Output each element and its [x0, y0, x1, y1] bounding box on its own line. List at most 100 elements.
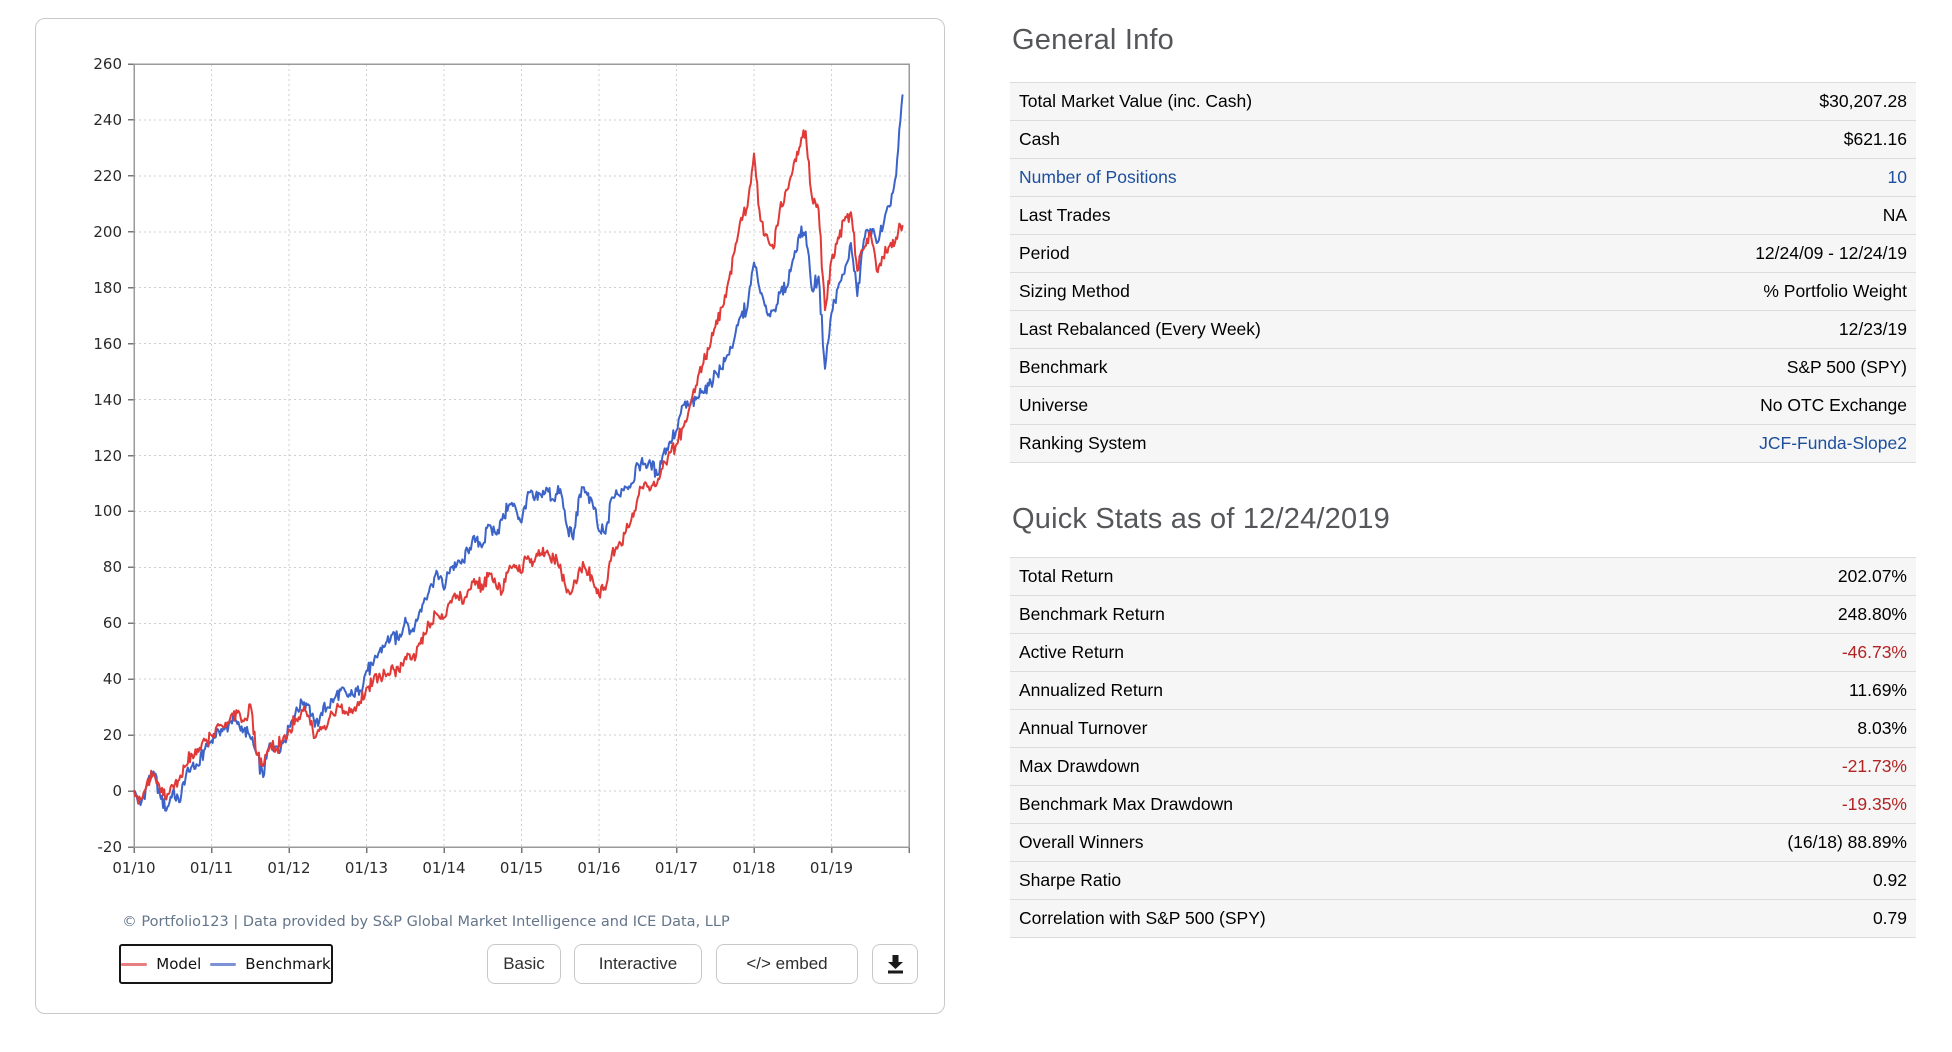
row-label: Benchmark Max Drawdown: [1019, 794, 1233, 814]
table-row: Last Trades NA: [1010, 196, 1916, 234]
y-axis-label: 60: [102, 614, 122, 633]
table-row: Annual Turnover 8.03%: [1010, 709, 1916, 747]
x-axis-label: 01/12: [267, 859, 311, 877]
row-value: -46.73%: [1841, 642, 1907, 662]
benchmark-line: [133, 94, 904, 812]
x-axis-label: 01/13: [344, 859, 389, 877]
general-info-table: Total Market Value (inc. Cash) $30,207.28…: [1010, 82, 1916, 463]
row-value: 12/23/19: [1838, 319, 1907, 339]
y-axis-label: 0: [112, 782, 122, 801]
benchmark-legend-swatch: [210, 962, 237, 966]
row-label: Total Market Value (inc. Cash): [1019, 91, 1253, 111]
table-row: Annualized Return 11.69%: [1010, 671, 1916, 709]
row-value: 0.92: [1872, 870, 1907, 890]
table-row: Period 12/24/09 - 12/24/19: [1010, 234, 1916, 272]
interactive-button[interactable]: Interactive: [574, 944, 702, 984]
y-axis-label: 140: [93, 390, 122, 409]
row-value-link[interactable]: 10: [1887, 167, 1907, 187]
table-row: Universe No OTC Exchange: [1010, 386, 1916, 424]
table-row: Active Return -46.73%: [1010, 633, 1916, 671]
y-axis-label: 260: [93, 55, 122, 73]
table-row: Last Rebalanced (Every Week) 12/23/19: [1010, 310, 1916, 348]
x-axis-label: 01/17: [654, 859, 699, 877]
row-label: Sizing Method: [1019, 281, 1130, 301]
x-axis-label: 01/19: [809, 859, 854, 877]
chart-attribution: © Portfolio123 | Data provided by S&P Gl…: [122, 914, 730, 930]
table-row: Sizing Method % Portfolio Weight: [1010, 272, 1916, 310]
row-value: NA: [1882, 205, 1907, 225]
row-label: Active Return: [1019, 642, 1125, 662]
download-icon: [887, 955, 903, 974]
y-axis-label: 20: [102, 726, 122, 745]
table-row: Total Return 202.07%: [1010, 557, 1916, 595]
row-value-link[interactable]: JCF-Funda-Slope2: [1759, 433, 1907, 453]
row-value: No OTC Exchange: [1760, 395, 1907, 415]
row-label: Correlation with S&P 500 (SPY): [1019, 908, 1266, 928]
table-row: Total Market Value (inc. Cash) $30,207.28: [1010, 82, 1916, 120]
model-legend-label: Model: [156, 955, 202, 973]
y-axis-label: 40: [102, 670, 122, 689]
row-label: Ranking System: [1019, 433, 1147, 453]
row-value: -19.35%: [1841, 794, 1907, 814]
y-axis-label: -20: [97, 838, 123, 856]
table-row: Benchmark S&P 500 (SPY): [1010, 348, 1916, 386]
row-value: % Portfolio Weight: [1763, 281, 1907, 301]
plot-border: [133, 63, 910, 848]
row-label: Annual Turnover: [1019, 718, 1148, 738]
y-axis-label: 80: [102, 558, 122, 577]
chart-legend: Model Benchmark: [119, 944, 333, 984]
row-label: Total Return: [1019, 566, 1114, 586]
table-row: Benchmark Return 248.80%: [1010, 595, 1916, 633]
row-label: Universe: [1019, 395, 1089, 415]
row-value: 8.03%: [1857, 718, 1907, 738]
basic-button[interactable]: Basic: [487, 944, 561, 984]
row-label: Max Drawdown: [1019, 756, 1140, 776]
row-label: Annualized Return: [1019, 680, 1163, 700]
benchmark-legend-label: Benchmark: [245, 955, 331, 973]
row-value: 12/24/09 - 12/24/19: [1755, 243, 1907, 263]
row-label: Benchmark: [1019, 357, 1108, 377]
row-label-link[interactable]: Number of Positions: [1019, 167, 1177, 187]
y-axis-label: 220: [93, 166, 122, 185]
y-axis-label: 100: [93, 502, 122, 521]
table-row: Max Drawdown -21.73%: [1010, 747, 1916, 785]
model-line: [133, 129, 904, 805]
row-label: Overall Winners: [1019, 832, 1144, 852]
row-label: Benchmark Return: [1019, 604, 1165, 624]
row-label: Period: [1019, 243, 1070, 263]
row-value: 0.79: [1872, 908, 1907, 928]
row-value: -21.73%: [1841, 756, 1907, 776]
model-legend-swatch: [121, 962, 148, 966]
performance-chart-svg: [128, 63, 910, 853]
y-axis-label: 240: [93, 110, 122, 129]
y-axis-label: 160: [93, 334, 122, 353]
row-value: S&P 500 (SPY): [1786, 357, 1907, 377]
row-label: Sharpe Ratio: [1019, 870, 1122, 890]
row-value: 202.07%: [1837, 566, 1907, 586]
x-axis-label: 01/10: [112, 859, 156, 877]
table-row: Sharpe Ratio 0.92: [1010, 861, 1916, 899]
x-axis-label: 01/15: [499, 859, 544, 877]
performance-chart: [128, 63, 910, 853]
table-row: Overall Winners (16/18) 88.89%: [1010, 823, 1916, 861]
table-row: Benchmark Max Drawdown -19.35%: [1010, 785, 1916, 823]
embed-button[interactable]: </> embed: [716, 944, 858, 984]
table-row: Ranking System JCF-Funda-Slope2: [1010, 424, 1916, 462]
row-label: Last Trades: [1019, 205, 1111, 225]
y-axis-label: 120: [93, 446, 122, 465]
chart-panel: © Portfolio123 | Data provided by S&P Gl…: [35, 18, 945, 1014]
row-label: Last Rebalanced (Every Week): [1019, 319, 1261, 339]
row-value: (16/18) 88.89%: [1787, 832, 1907, 852]
info-panel: General Info Total Market Value (inc. Ca…: [1010, 22, 1916, 938]
row-label: Cash: [1019, 129, 1060, 149]
table-row: Number of Positions 10: [1010, 158, 1916, 196]
x-axis-label: 01/11: [189, 859, 234, 877]
general-info-title: General Info: [1012, 24, 1174, 56]
x-axis-label: 01/14: [422, 859, 466, 877]
row-value: 248.80%: [1837, 604, 1907, 624]
download-button[interactable]: [872, 944, 918, 984]
table-row: Correlation with S&P 500 (SPY) 0.79: [1010, 899, 1916, 937]
row-value: 11.69%: [1848, 680, 1907, 700]
row-value: $621.16: [1843, 129, 1907, 149]
quick-stats-title: Quick Stats as of 12/24/2019: [1012, 503, 1390, 535]
